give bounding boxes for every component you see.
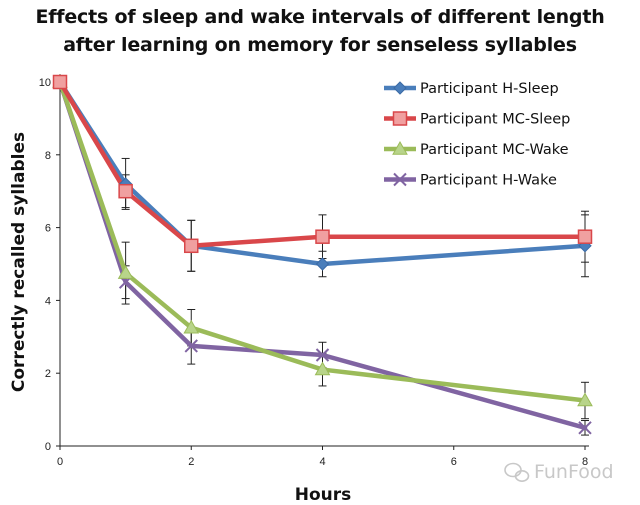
legend-label: Participant H-Wake <box>420 173 557 189</box>
y-tick-label: 8 <box>45 150 51 162</box>
watermark-text: FunFood <box>534 461 614 483</box>
data-point-participant-mc-wake <box>577 392 593 407</box>
series-markers <box>52 73 593 435</box>
legend-swatch-marker <box>393 172 407 187</box>
legend-item-participant-h-sleep: Participant H-Sleep <box>384 81 559 97</box>
legend-item-participant-mc-wake: Participant MC-Wake <box>384 140 569 158</box>
data-point-participant-mc-sleep <box>118 183 133 199</box>
y-tick-label: 4 <box>45 295 51 307</box>
legend-item-participant-h-wake: Participant H-Wake <box>384 173 557 189</box>
chart-title-line-1: Effects of sleep and wake intervals of d… <box>35 6 605 28</box>
data-point-participant-h-wake <box>184 339 198 353</box>
data-point-participant-h-wake <box>315 348 330 362</box>
x-tick-label: 4 <box>319 456 325 468</box>
legend-item-participant-mc-sleep: Participant MC-Sleep <box>384 111 570 128</box>
legend-swatch-marker <box>392 140 408 155</box>
data-point-participant-mc-sleep <box>52 74 68 90</box>
x-tick-label: 0 <box>57 456 63 468</box>
y-axis-label: Correctly recalled syllables <box>9 132 29 392</box>
data-point-participant-mc-sleep <box>577 229 593 244</box>
legend-swatch-marker <box>392 111 408 126</box>
data-point-participant-mc-wake <box>183 319 200 334</box>
x-tick-label: 6 <box>451 456 457 468</box>
legend-swatch-marker <box>393 81 407 95</box>
y-tick-label: 10 <box>39 77 51 89</box>
legend-label: Participant MC-Wake <box>420 142 569 158</box>
data-point-participant-h-wake <box>578 421 592 435</box>
watermark: FunFood <box>504 461 614 483</box>
legend: Participant H-Sleep Participant MC-Sleep P… <box>384 81 570 189</box>
data-point-participant-mc-wake <box>117 265 134 279</box>
wechat-icon <box>504 462 530 482</box>
y-tick-label: 2 <box>45 368 51 380</box>
legend-label: Participant H-Sleep <box>420 81 559 97</box>
y-tick-label: 6 <box>45 223 51 235</box>
data-point-participant-mc-sleep <box>184 238 199 254</box>
data-point-participant-mc-sleep <box>315 229 330 244</box>
x-tick-label: 8 <box>582 456 588 468</box>
x-tick-label: 2 <box>188 456 194 468</box>
x-axis-label: Hours <box>295 485 352 505</box>
data-point-participant-mc-wake <box>314 361 331 376</box>
legend-label: Participant MC-Sleep <box>420 112 570 128</box>
data-point-participant-h-sleep <box>315 257 330 271</box>
chart-title-line-2: after learning on memory for senseless s… <box>63 34 577 56</box>
y-tick-label: 0 <box>45 441 51 453</box>
